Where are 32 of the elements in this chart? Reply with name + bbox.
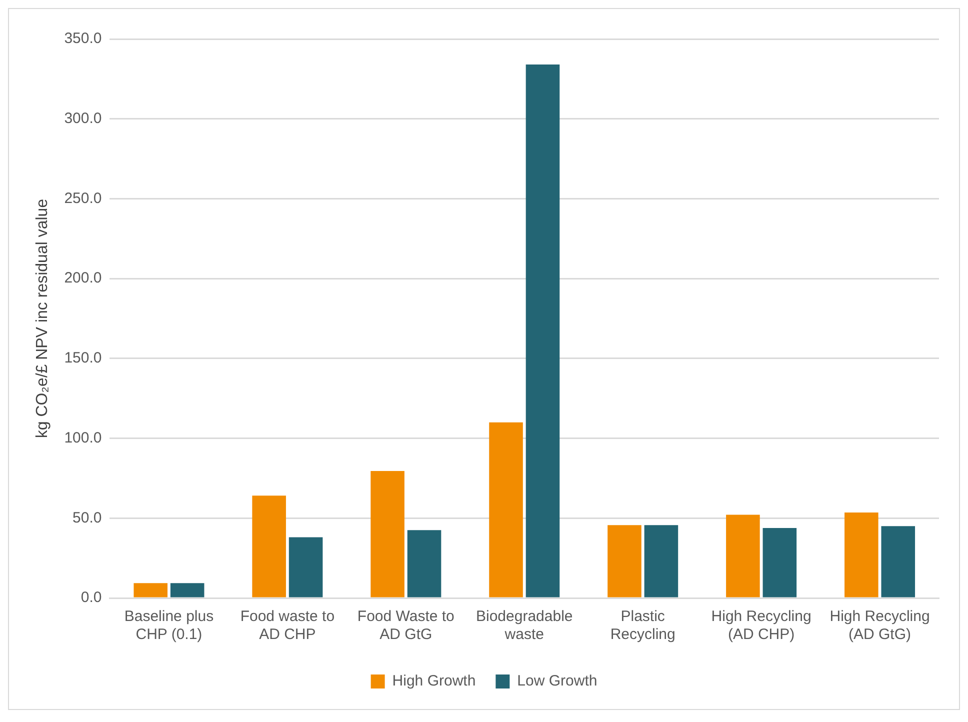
y-tick-label: 350.0 [64, 30, 102, 48]
bar [170, 583, 204, 598]
legend-label: High Growth [392, 672, 476, 690]
y-tick-label: 150.0 [64, 350, 102, 367]
legend-label: Low Growth [517, 672, 598, 690]
y-tick-label: 300.0 [64, 110, 102, 127]
bar [844, 512, 878, 598]
x-tick-label: Biodegradable waste [476, 608, 573, 644]
y-axis-title: kg CO₂e/£ NPV inc residual value [34, 198, 52, 438]
bar [644, 525, 678, 598]
y-tick-label: 200.0 [64, 270, 102, 287]
bar [726, 514, 760, 598]
x-tick-label: High Recycling (AD GtG) [830, 608, 930, 644]
bar [762, 528, 797, 598]
bar [526, 64, 560, 598]
x-tick-label: Food waste to AD CHP [240, 608, 335, 644]
bar [288, 537, 323, 598]
bar [370, 471, 404, 598]
bar [407, 530, 442, 598]
y-tick-label: 250.0 [64, 190, 102, 207]
bar [608, 525, 642, 598]
x-tick-label: Baseline plus CHP (0.1) [124, 608, 214, 644]
x-tick-label: Plastic Recycling [610, 608, 676, 644]
bar [134, 583, 168, 598]
bar [489, 422, 523, 598]
x-tick-label: High Recycling (AD CHP) [711, 608, 812, 644]
bar [252, 496, 286, 598]
x-tick-label: Food Waste to AD GtG [357, 608, 454, 644]
bar [881, 526, 916, 598]
y-tick-label: 100.0 [64, 429, 102, 446]
y-tick-label: 0.0 [80, 589, 102, 606]
y-tick-label: 50.0 [72, 509, 102, 526]
